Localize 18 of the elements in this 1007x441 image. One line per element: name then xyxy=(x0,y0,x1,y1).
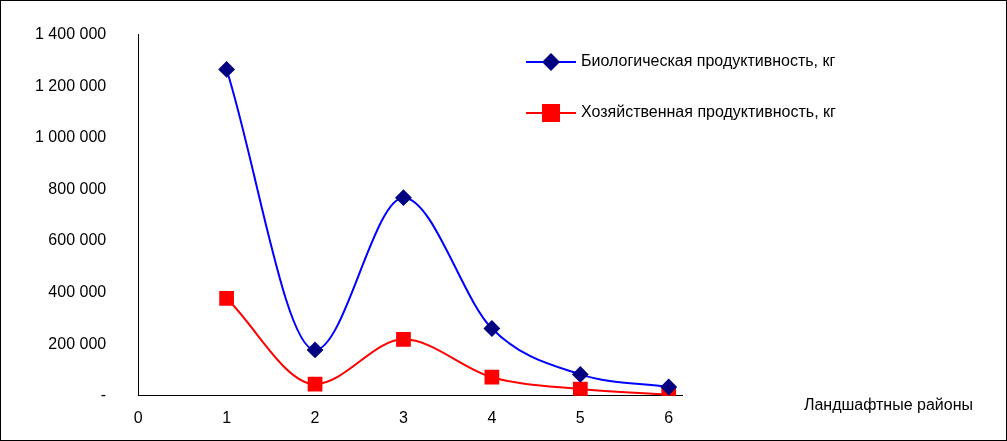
x-tick-label: 6 xyxy=(664,408,674,426)
y-tick-label: 200 000 xyxy=(48,334,107,352)
y-tick-label: 1 400 000 xyxy=(34,25,107,43)
y-tick-label: 600 000 xyxy=(48,231,107,249)
y-tick-label: - xyxy=(100,386,107,404)
legend-label: Хозяйственная продуктивность, кг xyxy=(581,103,837,121)
text: Ландшафтные районы xyxy=(803,396,973,414)
x-tick-label: 3 xyxy=(399,408,408,426)
x-tick-label: 2 xyxy=(310,408,320,426)
legend-label: Биологическая продуктивность, кг xyxy=(581,52,836,70)
y-tick-label: 1 200 000 xyxy=(34,76,107,94)
x-tick-label: 5 xyxy=(575,408,585,426)
y-tick-label: 400 000 xyxy=(48,283,107,301)
x-tick-label: 0 xyxy=(133,408,143,426)
x-tick-label: 4 xyxy=(487,408,497,426)
y-tick-label: 800 000 xyxy=(48,179,107,197)
x-tick-label: 1 xyxy=(222,408,232,426)
y-tick-label: 1 000 000 xyxy=(34,128,107,146)
